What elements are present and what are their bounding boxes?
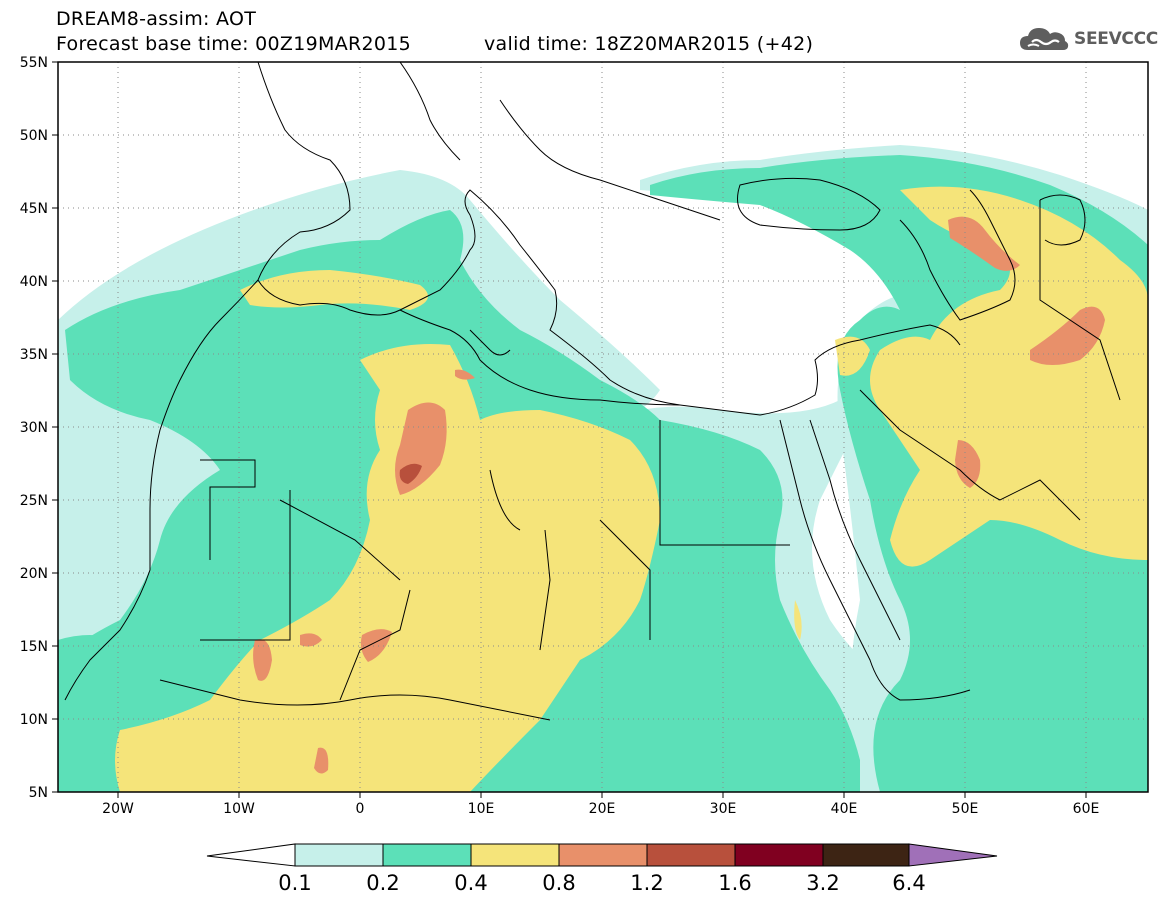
tick-marks bbox=[52, 61, 1087, 798]
lon-label: 30E bbox=[710, 801, 737, 817]
lat-labels: 5N 10N 15N 20N 25N 30N 35N 40N 45N 50N 5… bbox=[20, 55, 48, 801]
lon-label: 20E bbox=[589, 801, 616, 817]
forecast-base-time: Forecast base time: 00Z19MAR2015 bbox=[56, 33, 412, 55]
map-grid bbox=[58, 62, 1148, 792]
lon-label: 40E bbox=[831, 801, 858, 817]
lat-label: 20N bbox=[20, 566, 48, 582]
lat-label: 10N bbox=[20, 712, 48, 728]
lat-label: 30N bbox=[20, 420, 48, 436]
lon-label: 50E bbox=[952, 801, 979, 817]
aot-band-1-2 bbox=[399, 463, 422, 484]
lon-label: 10W bbox=[223, 801, 255, 817]
logo-text: SEEVCCC bbox=[1074, 29, 1158, 49]
lon-label: 0 bbox=[356, 801, 365, 817]
seevccc-logo: SEEVCCC bbox=[1018, 24, 1158, 54]
valid-time: valid time: 18Z20MAR2015 (+42) bbox=[484, 33, 814, 55]
lon-label: 20W bbox=[102, 801, 134, 817]
lat-label: 15N bbox=[20, 639, 48, 655]
lon-label: 60E bbox=[1073, 801, 1100, 817]
lat-label: 50N bbox=[20, 128, 48, 144]
lat-label: 25N bbox=[20, 493, 48, 509]
aot-band-0-4 bbox=[115, 186, 1148, 792]
cloud-icon bbox=[1020, 28, 1069, 50]
lat-label: 40N bbox=[20, 274, 48, 290]
lat-label: 45N bbox=[20, 201, 48, 217]
lon-label: 10E bbox=[468, 801, 495, 817]
chart-title: DREAM8-assim: AOT bbox=[56, 8, 257, 30]
lat-label: 55N bbox=[20, 55, 48, 71]
lat-label: 5N bbox=[29, 785, 48, 801]
lat-label: 35N bbox=[20, 347, 48, 363]
coastlines bbox=[64, 62, 1121, 721]
lon-labels: 20W 10W 0 10E 20E 30E 40E 50E 60E bbox=[102, 801, 1099, 817]
